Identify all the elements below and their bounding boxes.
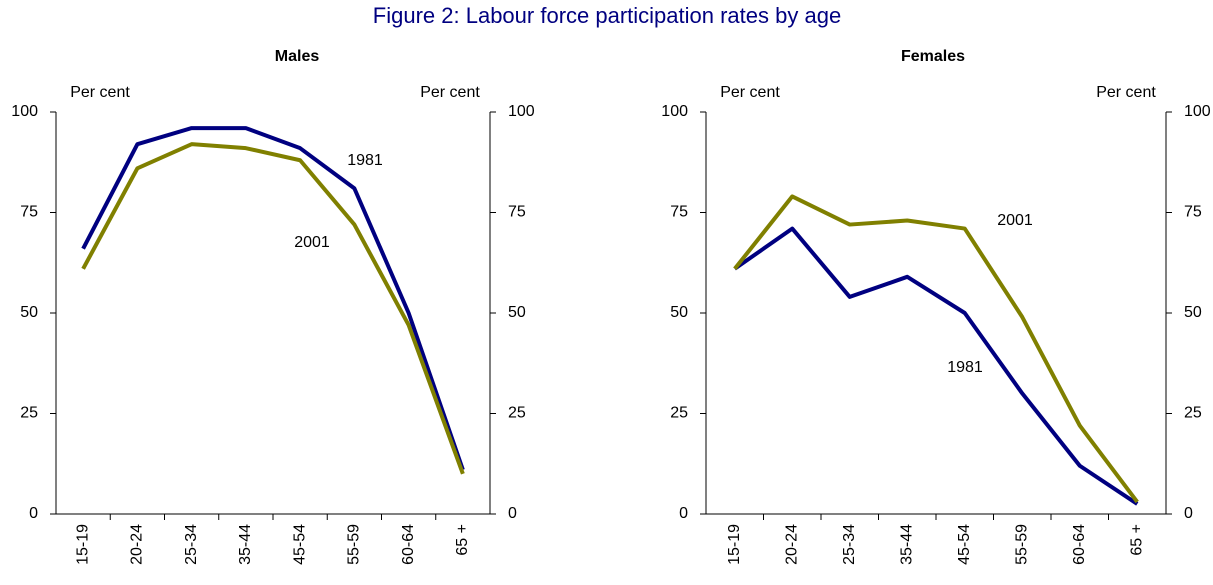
- x-tick-label: 15-19: [726, 524, 743, 565]
- y-tick-label: 75: [20, 204, 38, 221]
- data-line: [81, 126, 465, 471]
- x-tick-label: 35-44: [237, 524, 254, 565]
- y2-tick-label: 0: [1184, 505, 1193, 522]
- x-tick-label: 60-64: [1071, 524, 1088, 565]
- figure-title: Figure 2: Labour force participation rat…: [373, 3, 841, 28]
- y2-tick-label: 25: [1184, 405, 1202, 422]
- y-tick-label: 25: [670, 405, 688, 422]
- y-tick-label: 0: [679, 505, 688, 522]
- y2-tick-label: 100: [508, 103, 535, 120]
- series-label: 1981: [347, 152, 383, 169]
- x-tick-label: 20-24: [783, 524, 800, 565]
- y-tick-label: 50: [20, 304, 38, 321]
- chart-title: Males: [275, 48, 320, 65]
- x-tick-label: 45-54: [956, 524, 973, 565]
- chart-title: Females: [901, 48, 965, 65]
- y-tick-label: 0: [29, 505, 38, 522]
- y2-axis-label: Per cent: [1096, 84, 1156, 101]
- y-tick-label: 50: [670, 304, 688, 321]
- series-label: 2001: [294, 234, 330, 251]
- y-tick-label: 100: [661, 103, 688, 120]
- x-tick-label: 65 +: [1128, 524, 1145, 556]
- x-tick-label: 60-64: [400, 524, 417, 565]
- y-axis-label: Per cent: [720, 84, 780, 101]
- y-tick-label: 100: [11, 103, 38, 120]
- x-tick-label: 45-54: [291, 524, 308, 565]
- x-tick-label: 35-44: [898, 524, 915, 565]
- x-tick-label: 20-24: [129, 524, 146, 565]
- y-axis-label: Per cent: [70, 84, 130, 101]
- series-label: 1981: [947, 359, 983, 376]
- series-label: 2001: [997, 212, 1033, 229]
- data-line: [733, 194, 1139, 504]
- y2-tick-label: 75: [508, 204, 526, 221]
- y2-tick-label: 75: [1184, 204, 1202, 221]
- x-tick-label: 55-59: [346, 524, 363, 565]
- x-tick-label: 65 +: [454, 524, 471, 556]
- data-line: [733, 226, 1139, 506]
- x-tick-label: 25-34: [183, 524, 200, 565]
- x-tick-label: 55-59: [1013, 524, 1030, 565]
- y2-tick-label: 50: [1184, 304, 1202, 321]
- x-tick-label: 25-34: [841, 524, 858, 565]
- y2-tick-label: 50: [508, 304, 526, 321]
- y2-axis-label: Per cent: [420, 84, 480, 101]
- y2-tick-label: 25: [508, 405, 526, 422]
- y2-tick-label: 100: [1184, 103, 1211, 120]
- y-tick-label: 25: [20, 405, 38, 422]
- y2-tick-label: 0: [508, 505, 517, 522]
- y-tick-label: 75: [670, 204, 688, 221]
- x-tick-label: 15-19: [74, 524, 91, 565]
- data-line: [81, 142, 465, 475]
